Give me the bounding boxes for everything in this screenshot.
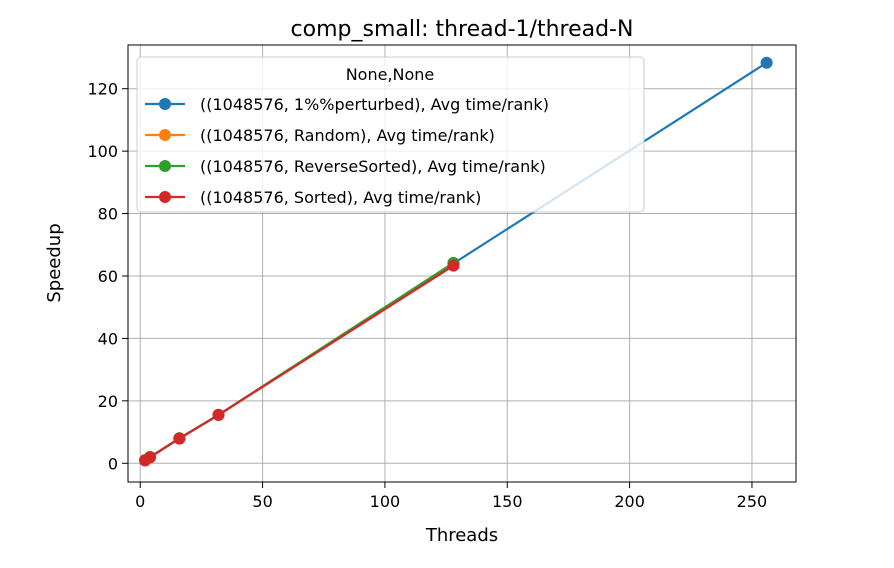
x-tick-label: 100: [370, 492, 401, 511]
y-tick-label: 100: [87, 142, 118, 161]
series-line: [144, 264, 454, 462]
legend: None,None ((1048576, 1%%perturbed), Avg …: [136, 56, 645, 213]
x-tick-label: 150: [492, 492, 523, 511]
legend-label: ((1048576, 1%%perturbed), Avg time/rank): [200, 95, 549, 114]
data-point: [447, 259, 460, 272]
y-tick-label: 40: [98, 329, 118, 348]
y-axis-label: Speedup: [44, 223, 65, 302]
x-tick-label: 0: [135, 492, 145, 511]
legend-title: None,None: [346, 65, 435, 84]
y-tick-label: 20: [98, 392, 118, 411]
x-axis-ticks: 0 50 100 150 200 250: [135, 482, 767, 511]
data-point: [173, 432, 186, 445]
legend-marker: [159, 191, 171, 203]
legend-entry-2: ((1048576, ReverseSorted), Avg time/rank…: [145, 157, 546, 176]
legend-box: [136, 56, 645, 213]
x-tick-label: 50: [252, 492, 272, 511]
legend-marker: [159, 98, 171, 110]
y-tick-label: 120: [87, 80, 118, 99]
y-tick-label: 80: [98, 205, 118, 224]
legend-entries: ((1048576, 1%%perturbed), Avg time/rank)…: [145, 95, 549, 207]
series-3: [139, 259, 460, 467]
data-point: [144, 451, 157, 464]
x-axis-label: Threads: [425, 525, 498, 546]
y-tick-label: 60: [98, 267, 118, 286]
legend-entry-3: ((1048576, Sorted), Avg time/rank): [145, 188, 481, 207]
legend-label: ((1048576, ReverseSorted), Avg time/rank…: [200, 157, 546, 176]
legend-label: ((1048576, Sorted), Avg time/rank): [200, 188, 481, 207]
y-tick-label: 0: [108, 454, 118, 473]
legend-label: ((1048576, Random), Avg time/rank): [200, 126, 495, 145]
series-layer: [139, 56, 773, 467]
x-tick-label: 200: [614, 492, 645, 511]
plot-frame: [127, 44, 797, 483]
x-tick-label: 250: [737, 492, 768, 511]
legend-marker: [159, 129, 171, 141]
legend-entry-0: ((1048576, 1%%perturbed), Avg time/rank): [145, 95, 549, 114]
chart-title: comp_small: thread-1/thread-N: [291, 17, 634, 42]
legend-marker: [159, 160, 171, 172]
data-point: [212, 408, 225, 421]
data-point: [760, 56, 773, 69]
legend-entry-1: ((1048576, Random), Avg time/rank): [145, 126, 495, 145]
y-axis-ticks: 0 20 40 60 80 100 120: [87, 80, 128, 473]
